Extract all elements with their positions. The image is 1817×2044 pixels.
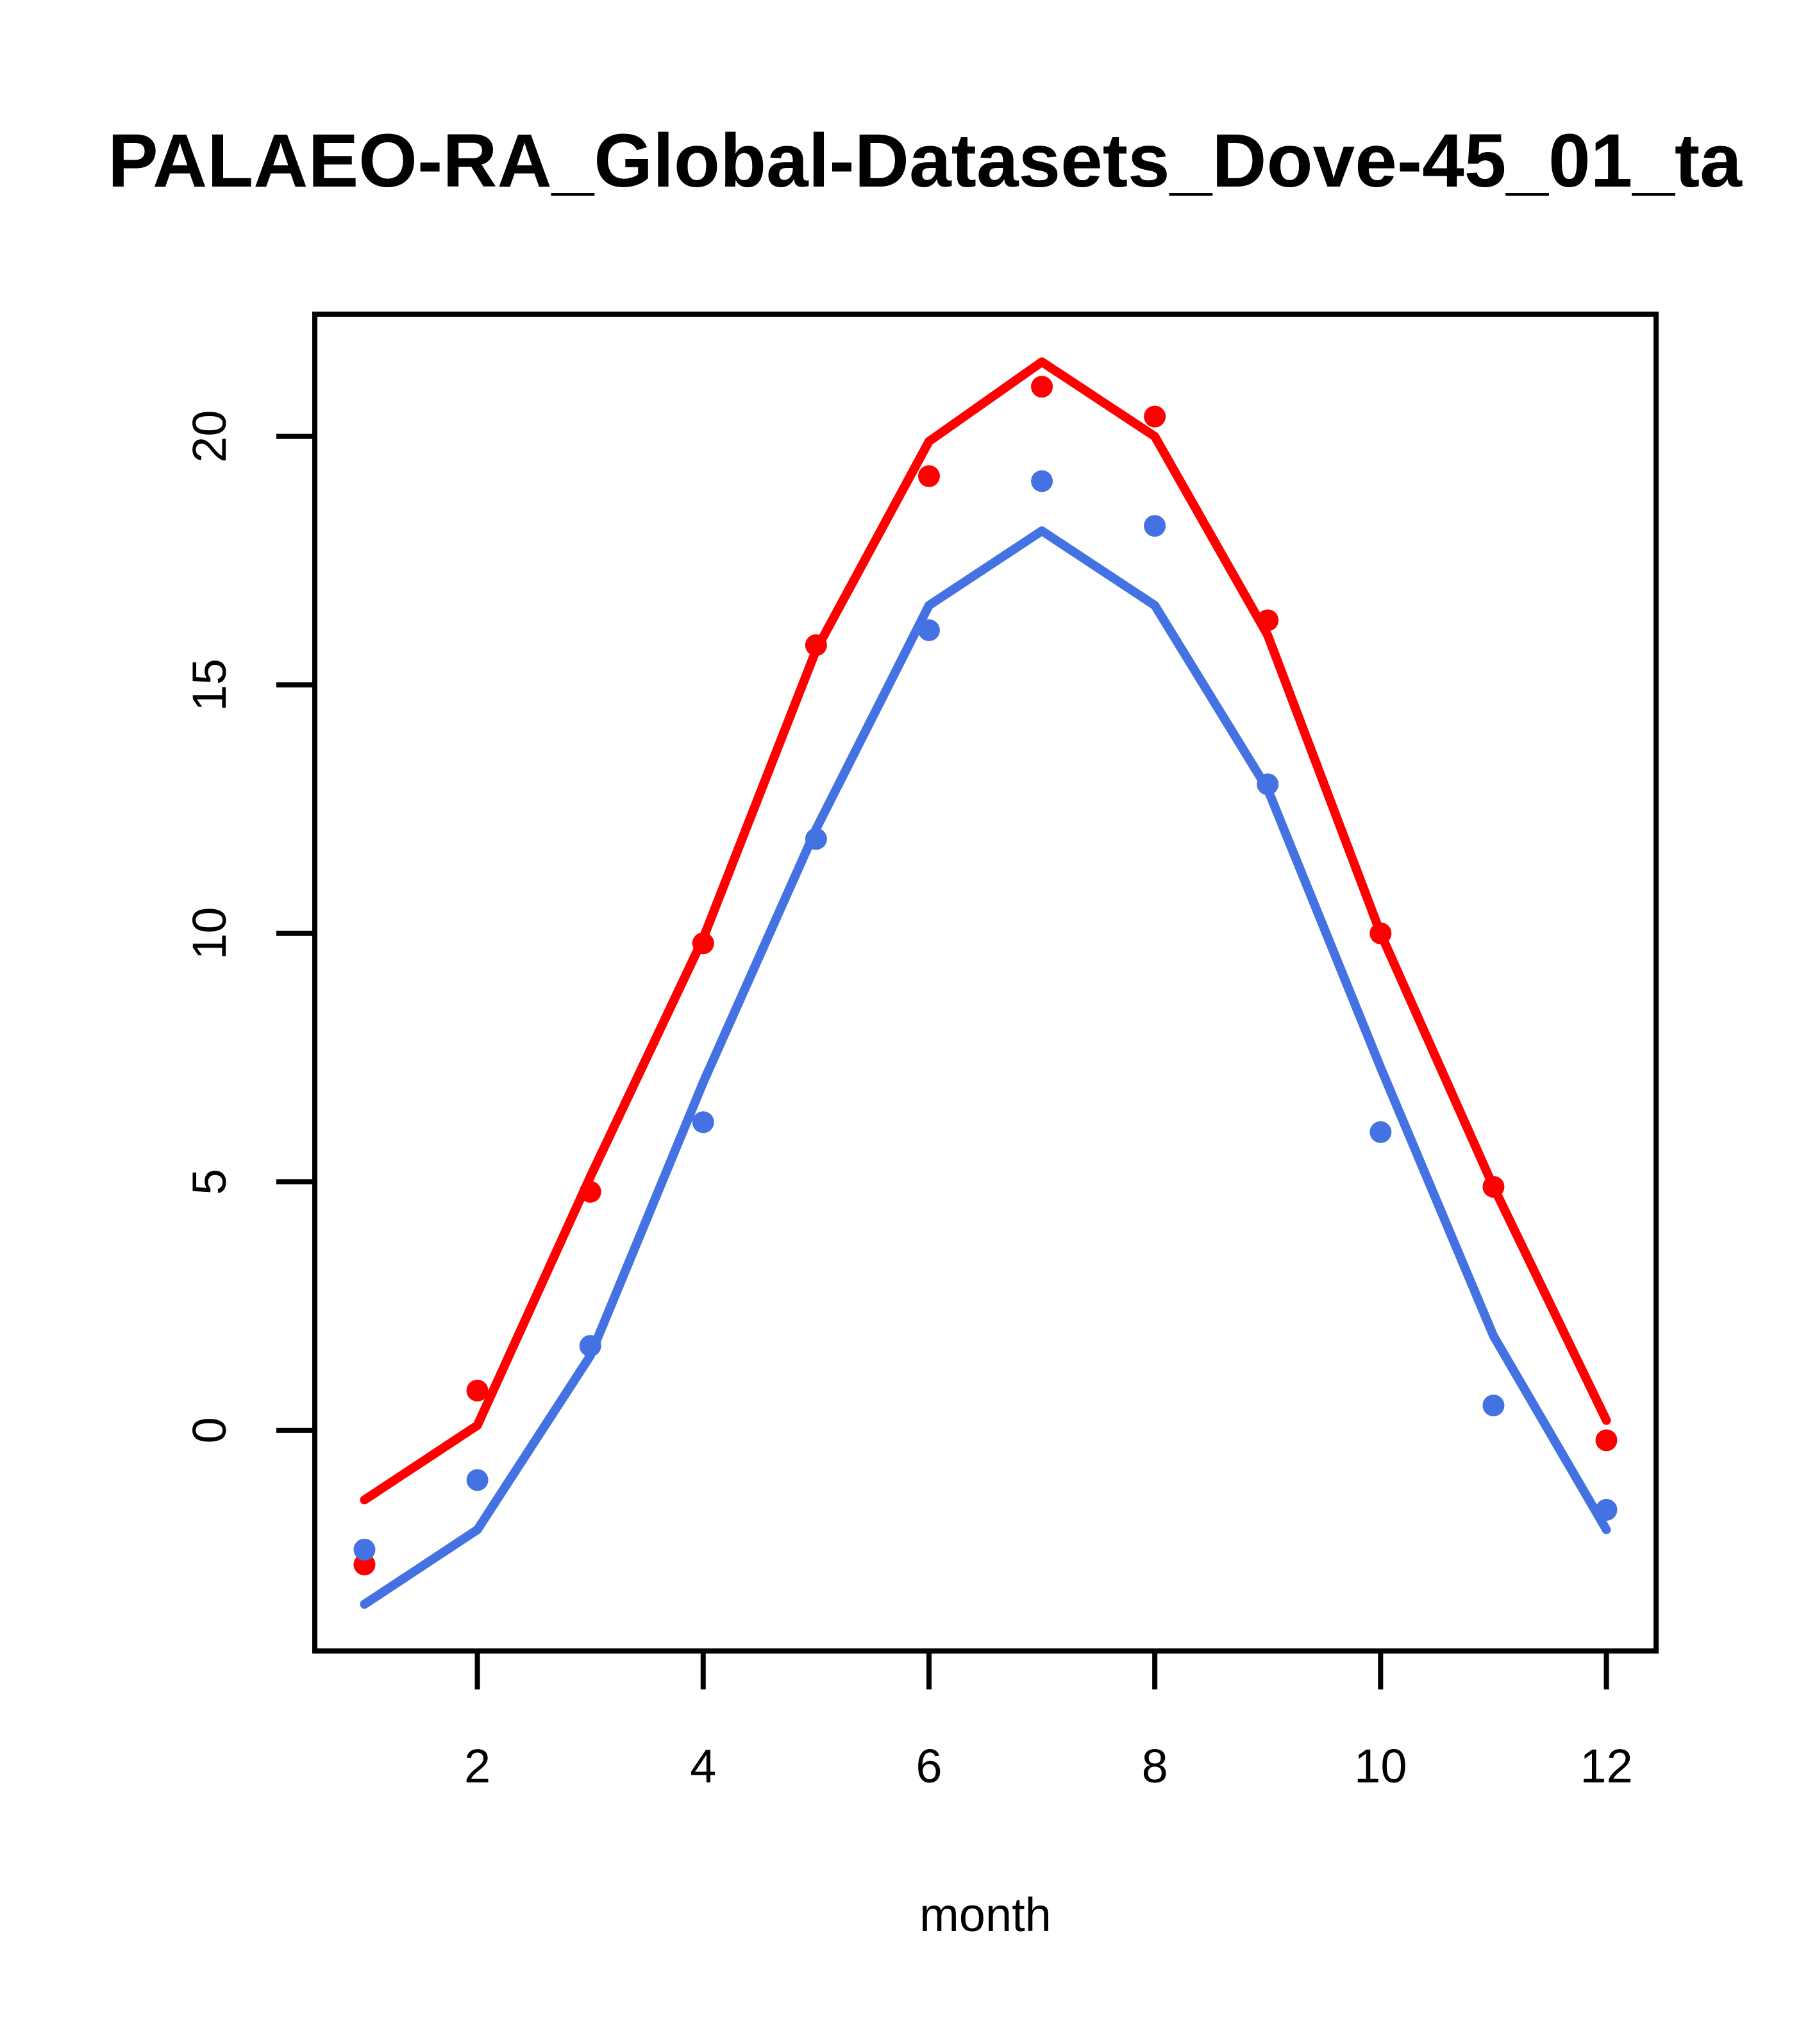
blue-points-dot <box>805 828 827 850</box>
axes-layer: 2 4 6 8 10 12 0 5 10 15 20 <box>183 312 1659 1793</box>
red-points-dot <box>1369 922 1392 944</box>
blue-points-dot <box>1369 1121 1392 1143</box>
red-points-dot <box>1482 1176 1505 1198</box>
blue-points-dot <box>1257 773 1279 796</box>
blue-points-dot <box>692 1111 714 1134</box>
red-points-dot <box>353 1554 376 1576</box>
blue-points-dot <box>579 1335 601 1357</box>
chart-title: PALAEO-RA_Global-Datasets_Dove-45_01_ta <box>108 119 1743 203</box>
blue-points-dot <box>1144 515 1166 537</box>
blue-points-dot <box>1031 470 1053 492</box>
blue-points-dot <box>1595 1498 1618 1521</box>
x-tick-label: 8 <box>1142 1739 1168 1793</box>
y-tick-label: 5 <box>183 1169 236 1195</box>
y-tick-label: 20 <box>183 410 236 463</box>
red-points-dot <box>466 1379 489 1402</box>
y-tick-label: 0 <box>183 1417 236 1443</box>
x-tick-label: 6 <box>916 1739 942 1793</box>
blue-points-dot <box>466 1469 489 1491</box>
blue-points-dot <box>917 619 940 641</box>
x-tick-label: 12 <box>1580 1739 1632 1793</box>
y-tick-label: 10 <box>183 907 236 960</box>
x-tick-label: 2 <box>464 1739 490 1793</box>
red-points-dot <box>579 1180 601 1203</box>
blue-line <box>360 526 1611 1609</box>
x-tick-label: 10 <box>1354 1739 1407 1793</box>
blue-points-dot <box>353 1538 376 1561</box>
blue-points-dot <box>1482 1395 1505 1417</box>
red-points-dot <box>1257 609 1279 632</box>
red-points-dot <box>917 465 940 487</box>
red-points-dot <box>1144 405 1166 428</box>
red-points-dot <box>805 634 827 657</box>
red-points-dot <box>1595 1429 1618 1452</box>
plot-box <box>312 312 1659 1654</box>
y-tick-label: 15 <box>183 658 236 711</box>
red-points-dot <box>692 932 714 955</box>
red-points-dot <box>1031 376 1053 398</box>
x-axis-label: month <box>919 1888 1051 1941</box>
x-tick-label: 4 <box>690 1739 716 1793</box>
data-layer <box>353 357 1618 1609</box>
red-line <box>360 357 1611 1505</box>
